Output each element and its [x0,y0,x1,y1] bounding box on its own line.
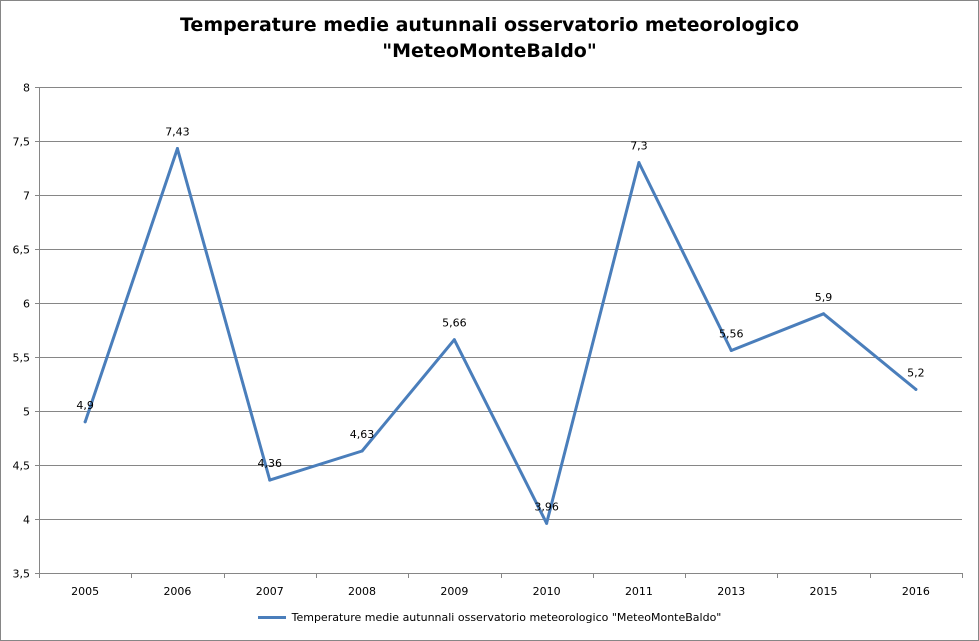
data-label: 7,3 [630,140,648,153]
data-point [545,521,549,525]
data-label: 4,9 [76,399,94,412]
data-point [637,161,641,165]
x-tick-label: 2015 [810,585,838,598]
x-tick-label: 2008 [348,585,376,598]
x-tick-label: 2005 [71,585,99,598]
x-tick-label: 2013 [717,585,745,598]
chart-title-line2: "MeteoMonteBaldo" [382,40,597,62]
data-point [360,449,364,453]
data-point [822,312,826,316]
data-label: 5,56 [719,328,744,341]
data-label: 3,96 [534,500,559,513]
data-point [83,420,87,424]
chart-title: Temperature medie autunnali osservatorio… [0,12,979,64]
chart-title-line1: Temperature medie autunnali osservatorio… [180,14,799,36]
x-tick-label: 2016 [902,585,930,598]
y-tick-label: 5 [23,406,30,419]
data-point [452,338,456,342]
y-tick-label: 4 [23,514,30,527]
x-tick-label: 2009 [440,585,468,598]
y-tick-label: 6 [23,298,30,311]
x-tick-label: 2011 [625,585,653,598]
data-point [268,478,272,482]
series-line [83,147,918,525]
y-tick-label: 4,5 [13,460,31,473]
data-label: 4,63 [350,428,375,441]
data-label: 5,66 [442,317,467,330]
data-label: 4,36 [258,457,283,470]
x-tick-label: 2010 [533,585,561,598]
data-point [914,387,918,391]
data-label: 7,43 [165,126,190,139]
legend-swatch [257,616,286,619]
data-label: 5,2 [907,366,925,379]
x-tick-label: 2007 [256,585,284,598]
y-tick-label: 3,5 [13,568,31,581]
y-tick-label: 7,5 [13,136,31,149]
y-tick-label: 8 [23,82,30,95]
data-point [175,147,179,151]
y-tick-label: 7 [23,190,30,203]
y-tick-label: 6,5 [13,244,31,257]
data-label: 5,9 [815,291,833,304]
x-tick-label: 2006 [163,585,191,598]
legend: Temperature medie autunnali osservatorio… [0,609,979,624]
data-point [729,349,733,353]
y-tick-label: 5,5 [13,352,31,365]
legend-label: Temperature medie autunnali osservatorio… [291,611,722,624]
